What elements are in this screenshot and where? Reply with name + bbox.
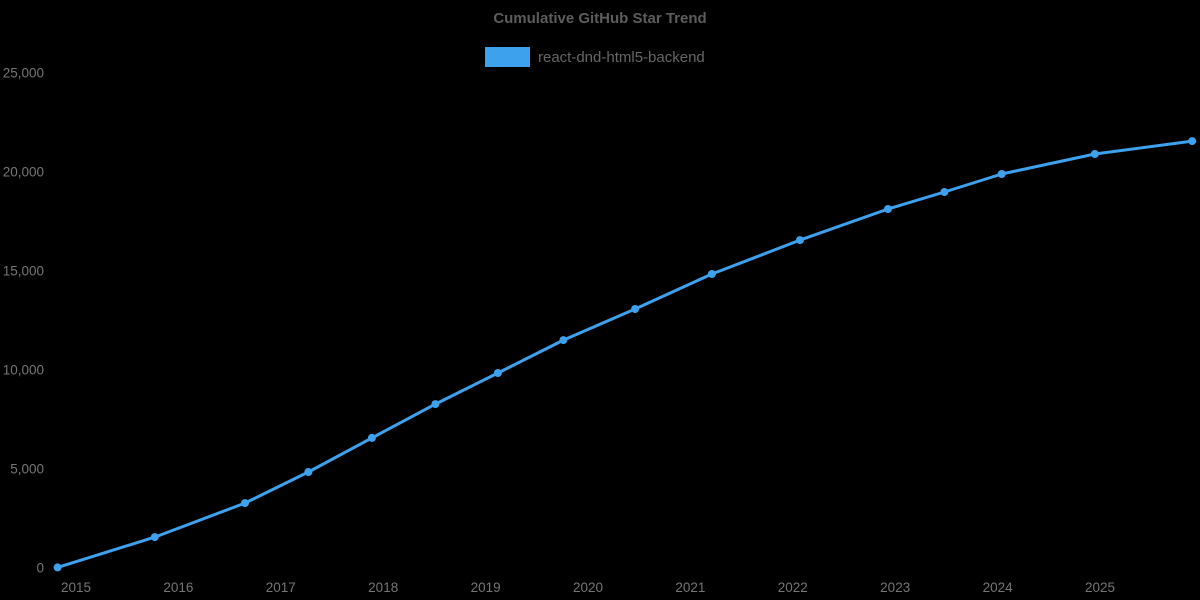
x-tick-label: 2017 bbox=[266, 580, 296, 595]
data-point-marker bbox=[53, 563, 62, 572]
data-point-marker bbox=[796, 236, 804, 245]
series-line bbox=[56, 139, 1194, 569]
series-layer bbox=[53, 137, 1197, 572]
chart-title: Cumulative GitHub Star Trend bbox=[493, 10, 706, 27]
data-point-marker bbox=[1188, 137, 1197, 146]
y-tick-label: 10,000 bbox=[3, 363, 44, 378]
y-tick-label: 5,000 bbox=[10, 462, 44, 477]
data-point-marker bbox=[150, 533, 159, 542]
x-tick-label: 2025 bbox=[1085, 580, 1115, 595]
x-tick-label: 2016 bbox=[163, 580, 193, 595]
data-point-marker bbox=[997, 170, 1006, 178]
x-tick-label: 2019 bbox=[471, 580, 501, 595]
x-tick-label: 2018 bbox=[368, 580, 398, 595]
data-point-marker bbox=[431, 400, 440, 409]
y-axis-tick-labels: 0 5,000 10,000 15,000 20,000 25,000 bbox=[3, 66, 44, 576]
legend: react-dnd-html5-backend bbox=[485, 47, 705, 67]
data-point-marker bbox=[940, 188, 949, 196]
y-tick-label: 25,000 bbox=[3, 66, 44, 81]
x-axis-tick-labels: 2015 2016 2017 2018 2019 2020 2021 2022 2023 2024… bbox=[61, 580, 1115, 595]
data-point-marker bbox=[493, 369, 502, 377]
x-tick-label: 2020 bbox=[573, 580, 603, 595]
x-tick-label: 2021 bbox=[675, 580, 705, 595]
legend-series-label: react-dnd-html5-backend bbox=[538, 49, 705, 66]
data-point-marker bbox=[304, 468, 313, 476]
data-point-marker bbox=[707, 270, 716, 278]
data-point-marker bbox=[631, 305, 640, 313]
x-tick-label: 2024 bbox=[983, 580, 1014, 595]
data-point-marker bbox=[1090, 150, 1099, 158]
data-point-marker bbox=[367, 433, 376, 442]
data-point-marker bbox=[241, 499, 249, 508]
data-point-marker bbox=[559, 336, 568, 345]
legend-swatch bbox=[485, 47, 530, 67]
x-tick-label: 2023 bbox=[880, 580, 910, 595]
y-tick-label: 15,000 bbox=[3, 264, 44, 279]
x-tick-label: 2022 bbox=[778, 580, 808, 595]
y-tick-label: 20,000 bbox=[3, 165, 44, 180]
y-tick-label: 0 bbox=[36, 561, 44, 576]
x-tick-label: 2015 bbox=[61, 580, 91, 595]
data-point-marker bbox=[884, 205, 892, 213]
